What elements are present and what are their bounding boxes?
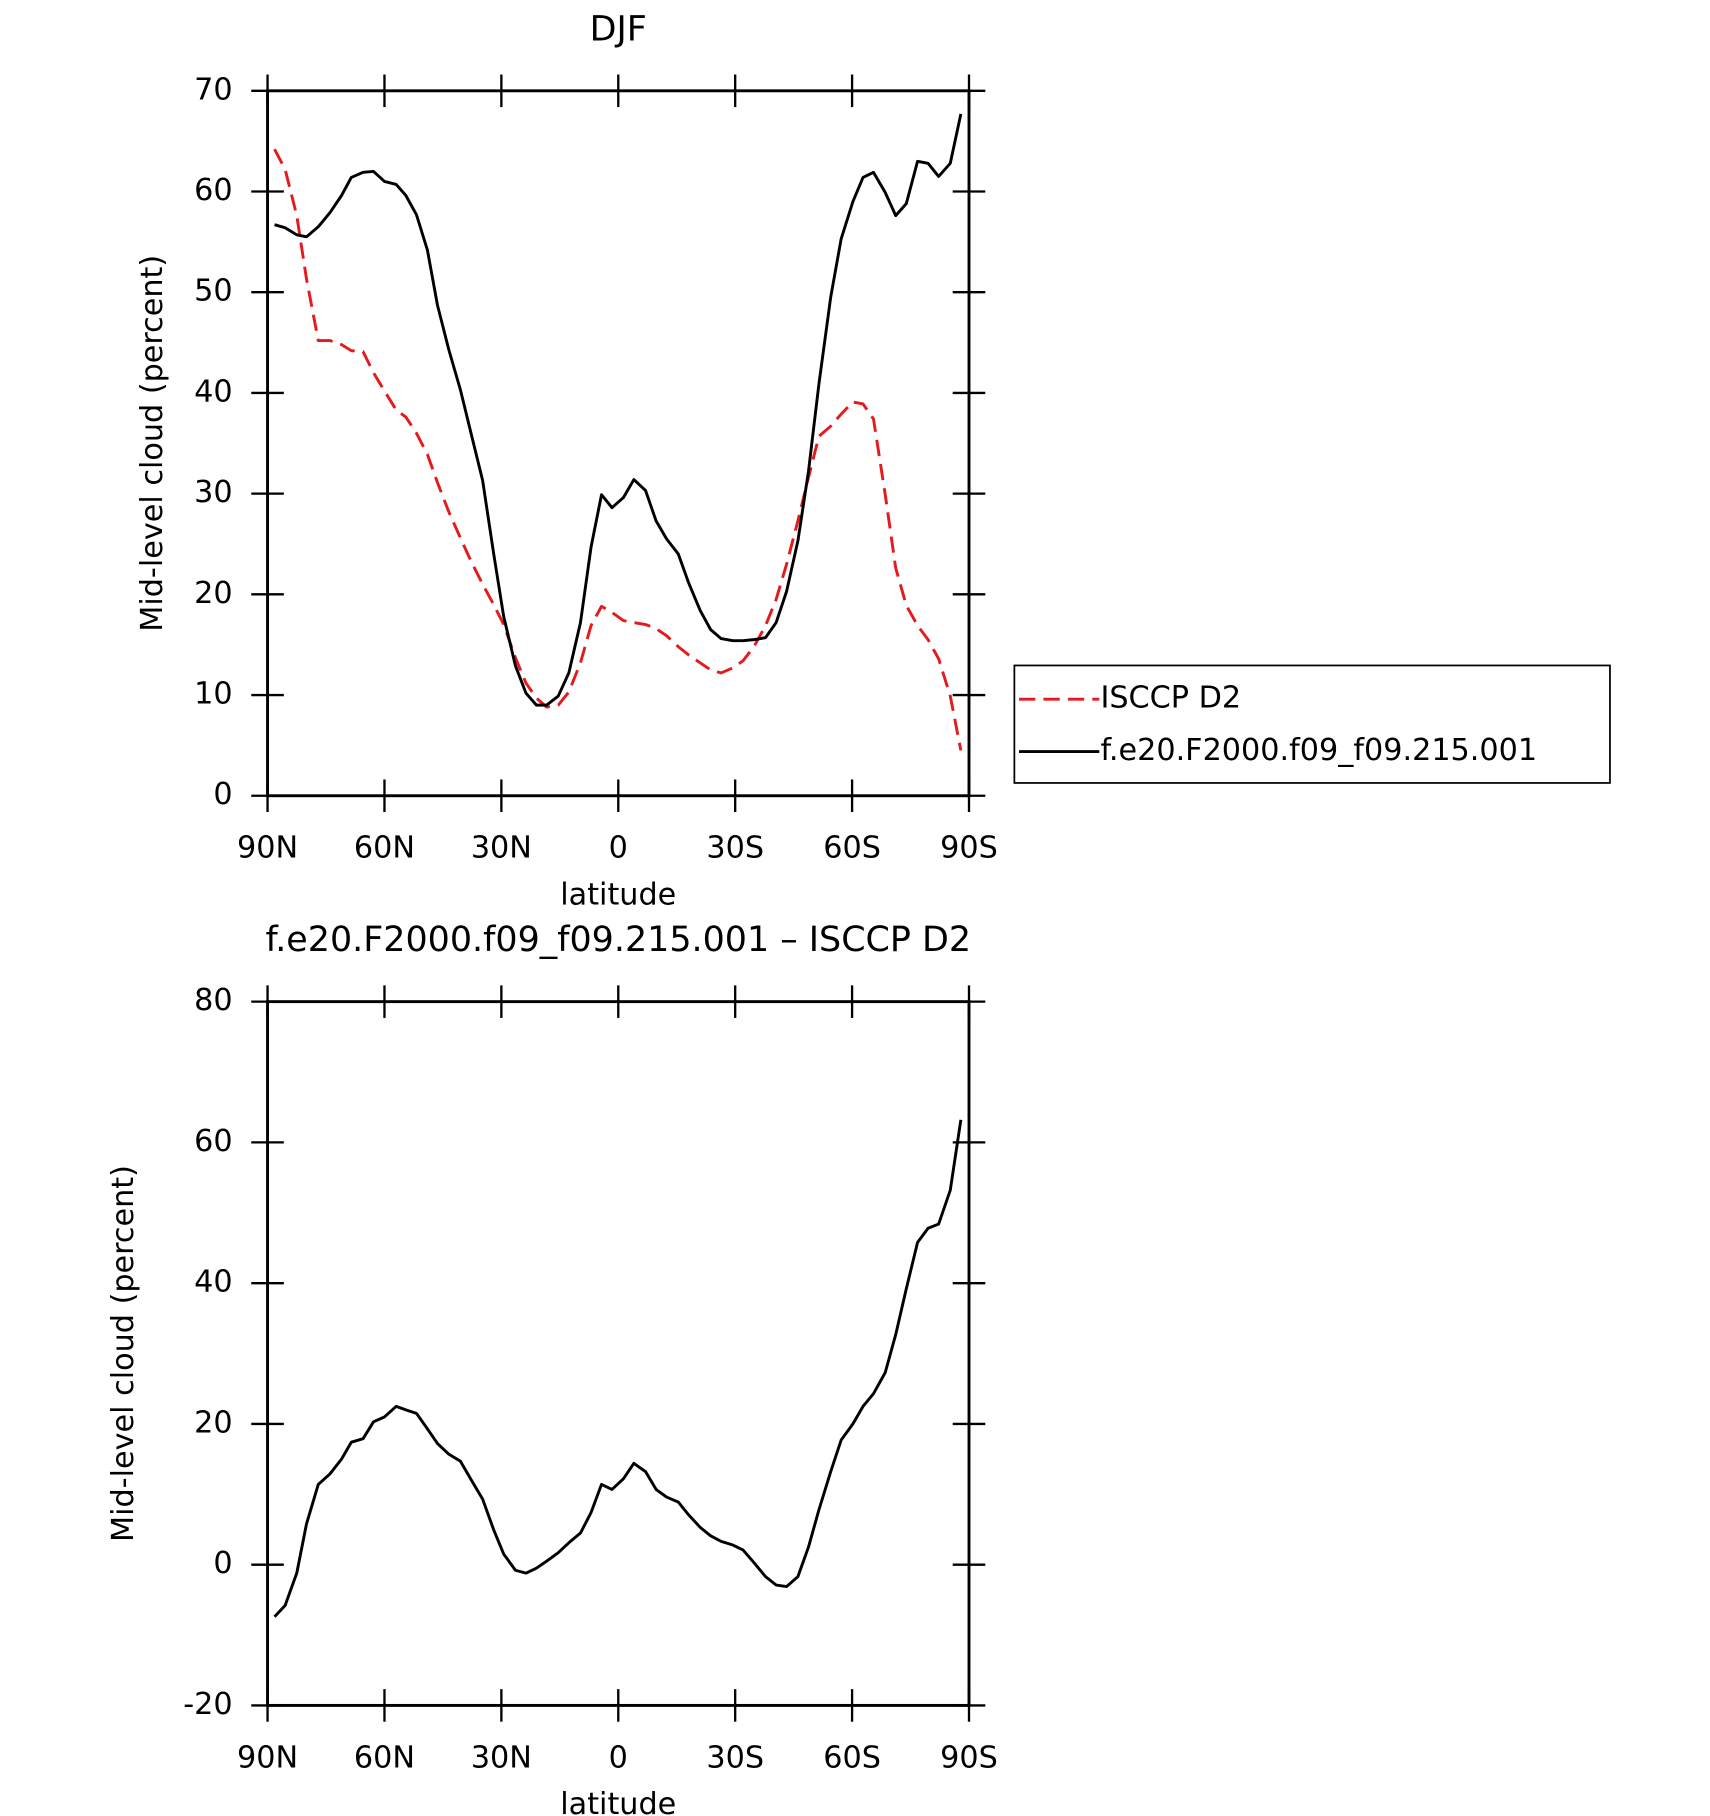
x-axis-label: latitude (560, 1787, 676, 1816)
x-tick-label: 90S (940, 831, 998, 866)
y-tick-label: 20 (194, 576, 232, 611)
plot-frame (266, 89, 971, 798)
y-tick-label: -20 (183, 1687, 232, 1722)
x-tick-label: 30N (471, 831, 532, 866)
x-tick-label: 60S (823, 1740, 881, 1775)
x-tick-label: 30S (706, 831, 764, 866)
y-tick-label: 80 (194, 983, 232, 1018)
legend-box (1013, 664, 1611, 784)
x-tick-label: 90S (940, 1740, 998, 1775)
y-tick-label: 10 (194, 677, 232, 712)
x-tick-label: 0 (609, 831, 628, 866)
y-tick-label: 0 (213, 1546, 232, 1581)
x-tick-label: 90N (237, 831, 298, 866)
x-tick-label: 60S (823, 831, 881, 866)
x-tick-label: 60N (354, 831, 415, 866)
y-tick-label: 20 (194, 1405, 232, 1440)
x-tick-label: 0 (609, 1740, 628, 1775)
y-tick-label: 40 (194, 374, 232, 409)
y-tick-label: 50 (194, 274, 232, 309)
x-tick-label: 60N (354, 1740, 415, 1775)
y-axis-label: Mid-level cloud (percent) (106, 1165, 141, 1542)
legend-label: f.e20.F2000.f09_f09.215.001 (1100, 733, 1537, 768)
y-axis-label: Mid-level cloud (percent) (135, 255, 170, 632)
data-line (273, 1119, 963, 1618)
y-tick-label: 40 (194, 1265, 232, 1300)
y-tick-label: 60 (194, 173, 232, 208)
legend-label: ISCCP D2 (1100, 681, 1241, 716)
chart-title: DJF (590, 9, 647, 49)
plot-frame (266, 1000, 971, 1707)
series-line (274, 113, 963, 707)
series-line (273, 148, 963, 751)
y-tick-label: 60 (194, 1124, 232, 1159)
x-axis-label: latitude (560, 877, 676, 912)
x-tick-label: 90N (237, 1740, 298, 1775)
y-tick-label: 70 (194, 72, 232, 107)
x-tick-label: 30S (706, 1740, 764, 1775)
x-tick-label: 30N (471, 1740, 532, 1775)
chart-title: f.e20.F2000.f09_f09.215.001 – ISCCP D2 (265, 920, 971, 960)
y-tick-label: 30 (194, 475, 232, 510)
y-tick-label: 0 (213, 777, 232, 812)
